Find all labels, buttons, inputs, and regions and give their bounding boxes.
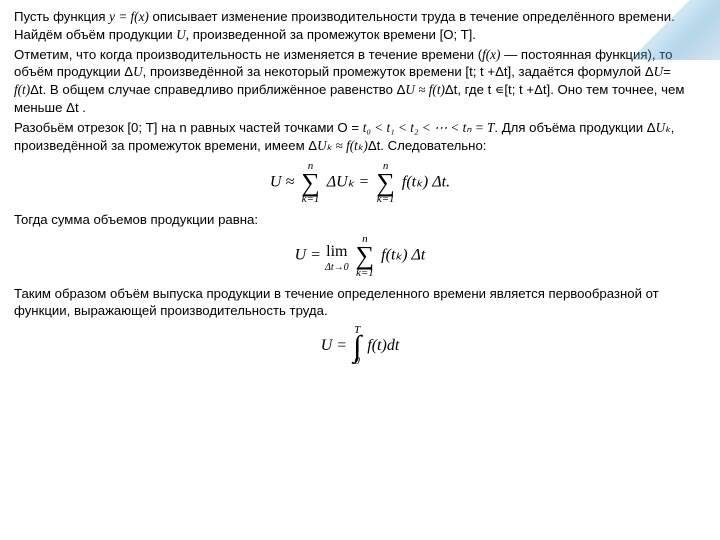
text: Δt. В общем случае справедливо приближён… <box>30 82 405 97</box>
paragraph-1: Пусть функция y = f(x) описывает изменен… <box>14 8 706 44</box>
eq-rhs: f(tₖ) Δt. <box>402 173 450 190</box>
text: Пусть функция <box>14 9 109 24</box>
text: , произведённой за некоторый промежуток … <box>143 64 654 79</box>
inline-approx: U ≈ f(t) <box>405 82 444 97</box>
lim-sub: Δt→0 <box>325 263 349 272</box>
integral-symbol: ∫ <box>353 336 361 357</box>
limit-icon: lim Δt→0 <box>325 241 349 272</box>
paragraph-4: Тогда сумма объемов продукции равна: <box>14 211 706 229</box>
sigma-symbol: ∑ <box>376 172 395 194</box>
inline-U: U, <box>176 27 189 42</box>
inline-sequence: t₀ < t₁ < t₂ < ⋯ < tₙ = T <box>363 120 495 135</box>
eq-lhs: U ≈ <box>270 173 298 190</box>
sum-lower: k=1 <box>356 268 375 279</box>
inline-U: U <box>133 64 143 79</box>
eq-lhs: U = <box>295 247 325 264</box>
paragraph-5: Таким образом объём выпуска продукции в … <box>14 285 706 321</box>
lim-word: lim <box>325 241 349 263</box>
paragraph-3: Разобьём отрезок [0; T] на n равных част… <box>14 119 706 155</box>
sigma-icon: n ∑ k=1 <box>376 161 395 205</box>
text: Отметим, что когда производительность не… <box>14 47 482 62</box>
inline-Uk: Uₖ <box>656 120 671 135</box>
text: = <box>663 64 671 79</box>
equation-sum-approx: U ≈ n ∑ k=1 ΔUₖ = n ∑ k=1 f(tₖ) Δt. <box>14 161 706 205</box>
slide-content: Пусть функция y = f(x) описывает изменен… <box>0 0 720 381</box>
sigma-icon: n ∑ k=1 <box>356 234 375 278</box>
equation-limit: U = lim Δt→0 n ∑ k=1 f(tₖ) Δt <box>14 234 706 278</box>
paragraph-2: Отметим, что когда производительность не… <box>14 46 706 117</box>
inline-ft: f(t) <box>14 82 30 97</box>
eq-rhs: f(t)dt <box>367 337 399 354</box>
integral-icon: T ∫ 0 <box>353 326 361 367</box>
eq-mid: ΔUₖ = <box>327 173 374 190</box>
inline-eq-y-fx: y = f(x) <box>109 9 149 24</box>
text: Таким образом объём выпуска продукции в … <box>14 286 659 319</box>
equation-integral: U = T ∫ 0 f(t)dt <box>14 326 706 367</box>
text: Δt. Следовательно: <box>368 138 487 153</box>
sum-lower: k=1 <box>376 194 395 205</box>
inline-U: U <box>654 64 664 79</box>
text: Тогда сумма объемов продукции равна: <box>14 212 258 227</box>
eq-rhs: f(tₖ) Δt <box>381 247 425 264</box>
sigma-symbol: ∑ <box>356 245 375 267</box>
eq-lhs: U = <box>321 337 351 354</box>
sum-lower: k=1 <box>301 194 320 205</box>
inline-fx: f(x) <box>482 47 500 62</box>
sigma-symbol: ∑ <box>301 172 320 194</box>
text: произведенной за промежуток времени [O; … <box>189 27 476 42</box>
inline-Uk-approx: Uₖ ≈ f(tₖ) <box>317 138 368 153</box>
text: Разобьём отрезок [0; T] на n равных част… <box>14 120 363 135</box>
sigma-icon: n ∑ k=1 <box>301 161 320 205</box>
text: . Для объёма продукции Δ <box>494 120 655 135</box>
